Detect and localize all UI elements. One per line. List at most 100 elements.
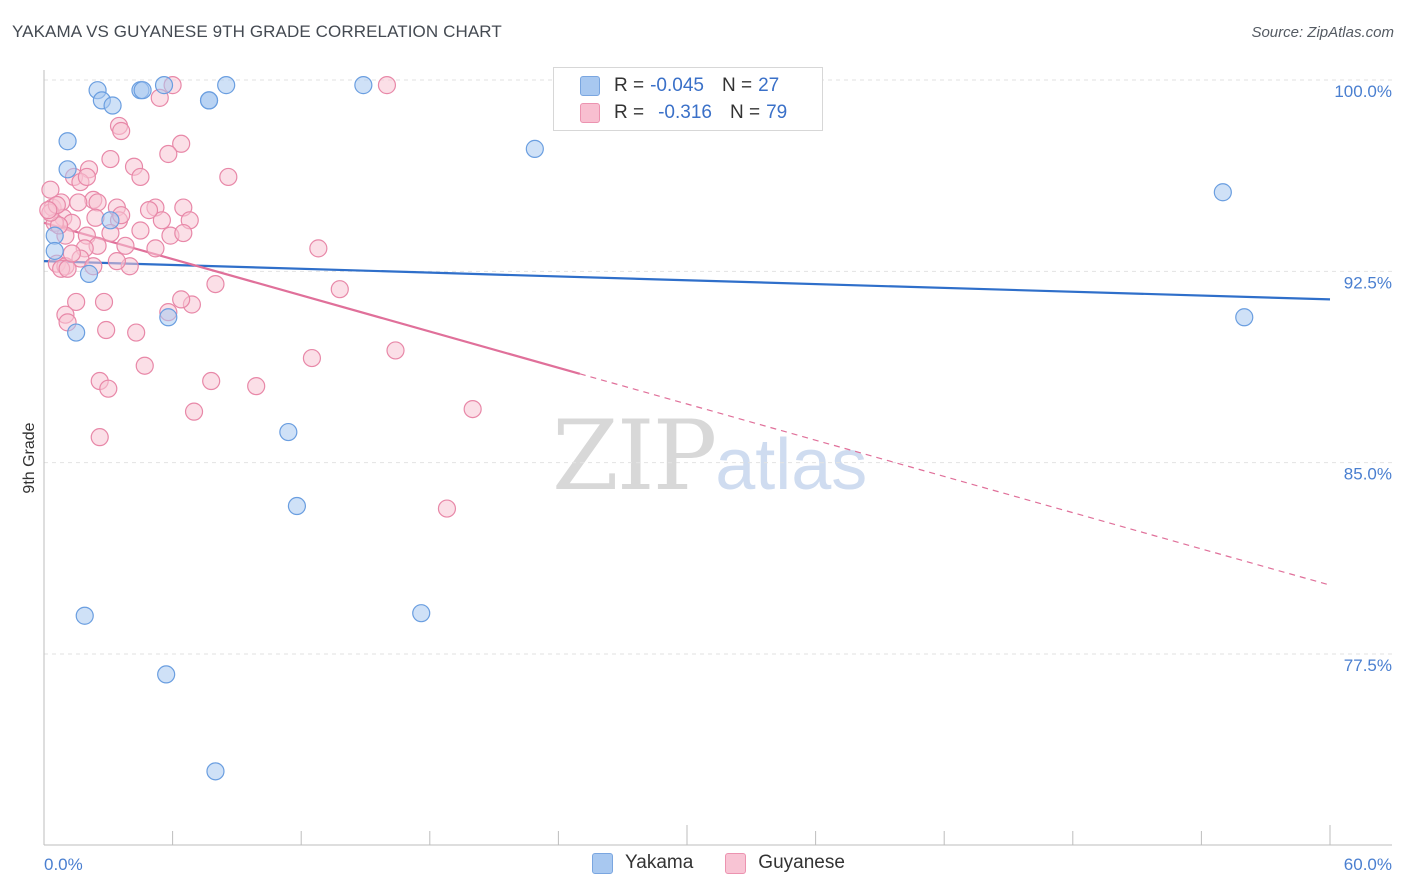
yakama-point xyxy=(412,604,431,623)
guyanese-point xyxy=(88,193,107,212)
legend-label: Yakama xyxy=(625,852,694,873)
y-axis-title: 9th Grade xyxy=(21,422,38,493)
guyanese-swatch xyxy=(725,852,747,874)
guyanese-point xyxy=(77,167,96,187)
yakama-point xyxy=(58,132,77,151)
guyanese-point xyxy=(90,428,109,447)
guyanese-point xyxy=(139,201,159,220)
gridlines xyxy=(44,79,1392,655)
guyanese-point xyxy=(330,280,349,299)
guyanese-trend-extension xyxy=(579,373,1331,586)
guyanese-point xyxy=(302,348,322,368)
yakama-trend-line xyxy=(43,260,1331,301)
yakama-point xyxy=(279,422,298,442)
n-value: 27 xyxy=(758,75,780,96)
zipatlas-watermark: ZIPatlas xyxy=(552,400,867,512)
guyanese-point xyxy=(437,499,457,518)
source-label: Source: ZipAtlas.com xyxy=(1251,24,1394,41)
n-label: N = xyxy=(729,102,761,123)
legend-item-guyanese[interactable]: Guyanese xyxy=(725,852,845,874)
n-label: N = xyxy=(721,75,753,96)
watermark-atlas: atlas xyxy=(715,425,868,505)
guyanese-point xyxy=(172,290,191,309)
yakama-point xyxy=(45,241,64,261)
guyanese-point xyxy=(94,292,114,312)
yakama-point xyxy=(157,665,176,684)
guyanese-point xyxy=(146,239,165,258)
data-points xyxy=(39,76,1254,781)
guyanese-point xyxy=(247,377,266,396)
guyanese-point xyxy=(97,320,116,340)
guyanese-point xyxy=(152,211,171,230)
guyanese-point xyxy=(184,402,204,421)
guyanese-point xyxy=(172,134,191,153)
tick-labels: 77.5% 85.0% 92.5% 100.0% 0.0% 60.0% 9th Grade xyxy=(21,82,1392,874)
guyanese-point xyxy=(67,292,86,312)
yakama-point xyxy=(199,91,219,110)
legend-row-yakama: R = -0.045 N = 27 xyxy=(580,73,779,99)
yakama-point xyxy=(354,76,373,95)
yakama-point xyxy=(103,96,122,115)
yakama-point xyxy=(206,762,225,781)
r-label: R = xyxy=(614,102,645,123)
guyanese-point xyxy=(386,341,405,360)
yakama-swatch xyxy=(580,76,600,96)
r-label: R = xyxy=(614,75,645,96)
guyanese-point xyxy=(101,149,120,169)
guyanese-point xyxy=(135,356,154,375)
yakama-point xyxy=(287,496,307,516)
legend-item-yakama[interactable]: Yakama xyxy=(592,852,693,874)
watermark-zip: ZIP xyxy=(552,400,717,512)
yakama-point xyxy=(1235,308,1254,327)
legend-label: Guyanese xyxy=(758,852,845,873)
yakama-point xyxy=(101,211,120,230)
yakama-point xyxy=(1213,183,1232,202)
guyanese-point xyxy=(159,144,178,164)
trend-lines xyxy=(43,221,1331,586)
guyanese-point xyxy=(309,239,328,258)
y-tick-label: 77.5% xyxy=(1344,656,1392,675)
n-value: 79 xyxy=(766,102,788,123)
guyanese-point xyxy=(112,121,131,141)
guyanese-point xyxy=(219,167,238,187)
guyanese-point xyxy=(116,236,135,255)
y-tick-label: 92.5% xyxy=(1344,273,1392,292)
yakama-point xyxy=(159,308,178,327)
yakama-point xyxy=(75,606,94,625)
guyanese-point xyxy=(131,167,150,187)
correlation-legend: R = -0.045 N = 27 R = -0.316 N = 79 xyxy=(553,67,823,131)
legend-row-guyanese: R = -0.316 N = 79 xyxy=(580,100,787,126)
y-tick-label: 85.0% xyxy=(1344,465,1392,484)
yakama-point xyxy=(133,81,152,100)
guyanese-point xyxy=(131,221,150,240)
guyanese-point xyxy=(62,244,81,263)
yakama-point xyxy=(217,76,236,95)
yakama-point xyxy=(67,323,86,342)
axes xyxy=(43,70,1392,846)
y-tick-label: 100.0% xyxy=(1334,82,1392,101)
guyanese-point xyxy=(463,399,482,419)
guyanese-point xyxy=(69,193,88,212)
guyanese-point xyxy=(202,371,221,391)
guyanese-point xyxy=(377,76,397,95)
yakama-point xyxy=(79,264,99,283)
guyanese-point xyxy=(174,223,193,243)
x-tick-label: 0.0% xyxy=(44,855,83,874)
guyanese-swatch xyxy=(580,103,600,123)
yakama-point xyxy=(58,160,77,179)
chart-title: YAKAMA VS GUYANESE 9TH GRADE CORRELATION… xyxy=(12,22,502,41)
guyanese-point xyxy=(206,274,225,294)
guyanese-point xyxy=(127,323,146,342)
guyanese-point xyxy=(39,201,58,220)
yakama-point xyxy=(45,226,64,245)
yakama-point xyxy=(154,76,174,95)
guyanese-point xyxy=(99,379,118,398)
yakama-point xyxy=(525,139,544,158)
yakama-swatch xyxy=(592,852,613,874)
guyanese-point xyxy=(58,259,77,278)
guyanese-point xyxy=(86,208,105,227)
r-value: -0.316 xyxy=(658,102,712,123)
guyanese-point xyxy=(107,252,126,271)
guyanese-point xyxy=(41,180,60,199)
